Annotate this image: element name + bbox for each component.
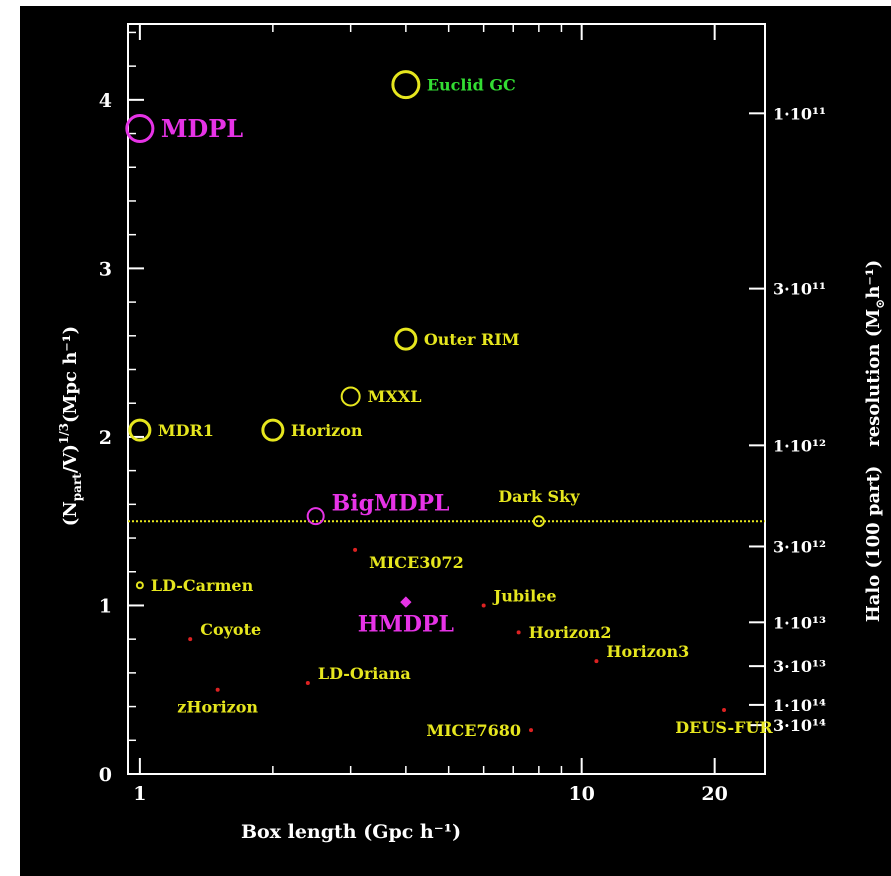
x-tick-label: 10 (568, 783, 594, 805)
plot-frame (127, 23, 766, 775)
y2-tick-label: 1·10¹³ (773, 613, 826, 632)
y-axis-label-sub: part (70, 473, 84, 501)
label-horizon: Horizon (291, 421, 363, 440)
y2-tick-label: 1·10¹⁴ (773, 696, 826, 715)
right-axis-label-main: Halo (100 part) resolution (M (863, 309, 884, 623)
point-outer-rim (394, 327, 418, 351)
label-mdpl: MDPL (161, 114, 243, 143)
y-tick-label: 3 (99, 258, 112, 280)
point-coyote (188, 637, 193, 642)
y2-tick-label: 3·10¹³ (773, 657, 826, 676)
label-hmdpl: HMDPL (358, 612, 454, 638)
label-coyote: Coyote (200, 620, 261, 639)
label-deus-fur: DEUS-FUR (675, 718, 773, 737)
label-bigmdpl: BigMDPL (332, 491, 450, 517)
label-horizon2: Horizon2 (529, 623, 612, 642)
label-mdr1: MDR1 (158, 421, 214, 440)
right-axis-label: Halo (100 part) resolution (M⊙h⁻¹) (863, 260, 887, 623)
label-horizon3: Horizon3 (606, 642, 689, 661)
point-mxxl (340, 386, 361, 407)
point-bigmdpl (306, 507, 325, 526)
right-axis-label-sub: ⊙ (873, 299, 887, 309)
axes-layer: 1 10 20012341·10¹¹3·10¹¹1·10¹²3·10¹²1·10¹³… (99, 23, 826, 805)
point-jubilee (481, 603, 486, 608)
y-tick-label: 2 (99, 427, 112, 449)
y2-tick-label: 1·10¹² (773, 436, 826, 455)
point-horizon (261, 418, 285, 442)
x-tick-label: 1 (133, 783, 146, 805)
point-horizon3 (594, 659, 599, 664)
point-euclid-gc (391, 70, 421, 100)
point-ld-carmen (135, 581, 144, 590)
right-axis-label-tail: h⁻¹) (863, 260, 884, 299)
y-axis-label: (Npart/V)1/3(Mpc h⁻¹) (57, 326, 84, 526)
point-mdpl (125, 113, 155, 143)
point-mdr1 (128, 418, 152, 442)
scatter-chart: 1 10 20012341·10¹¹3·10¹¹1·10¹²3·10¹²1·10¹³… (57, 23, 887, 843)
y-tick-label: 4 (99, 90, 112, 112)
y2-tick-label: 3·10¹¹ (773, 280, 826, 299)
chart-panel: 1 10 20 0 1 2 3 4 1·10¹¹ 3·10¹¹ 1·10¹² 3·10¹² 1·10¹³… (20, 6, 891, 876)
y-axis-label-main: (N (60, 501, 81, 526)
labels-layer: MDPL Euclid GC Outer RIM MXXL MDR1 Horizon Big… (151, 75, 774, 740)
label-jubilee: Jubilee (492, 586, 557, 605)
label-dark-sky: Dark Sky (498, 487, 580, 506)
label-mxxl: MXXL (368, 387, 422, 406)
y-axis-label-sup: 1/3 (57, 423, 71, 444)
label-euclid-gc: Euclid GC (427, 75, 516, 94)
y-tick-label: 1 (99, 595, 112, 617)
point-mice7680 (529, 728, 534, 733)
label-zhorizon: zHorizon (177, 698, 258, 717)
point-horizon2 (516, 630, 521, 635)
points-layer (125, 70, 727, 733)
y2-tick-label: 3·10¹² (773, 537, 826, 556)
point-deus-fur (722, 707, 727, 712)
y2-tick-label: 3·10¹⁴ (773, 716, 826, 735)
point-dark-sky (532, 515, 545, 528)
point-ld-oriana (305, 680, 310, 685)
point-mice3072 (353, 547, 358, 552)
point-hmdpl (400, 596, 412, 608)
label-mice7680: MICE7680 (426, 721, 521, 740)
y2-tick-label: 1·10¹¹ (773, 104, 826, 123)
y-axis-label-tail: (Mpc h⁻¹) (60, 326, 81, 423)
x-tick-label: 20 (701, 783, 727, 805)
y-tick-label: 0 (99, 764, 112, 786)
label-ld-oriana: LD-Oriana (318, 664, 411, 683)
y-axis-label-rest: /V) (60, 444, 81, 473)
label-mice3072: MICE3072 (369, 553, 464, 572)
label-outer-rim: Outer RIM (424, 330, 520, 349)
x-axis-label: Box length (Gpc h⁻¹) (241, 821, 461, 843)
point-zhorizon (215, 687, 220, 692)
label-ld-carmen: LD-Carmen (151, 576, 254, 595)
